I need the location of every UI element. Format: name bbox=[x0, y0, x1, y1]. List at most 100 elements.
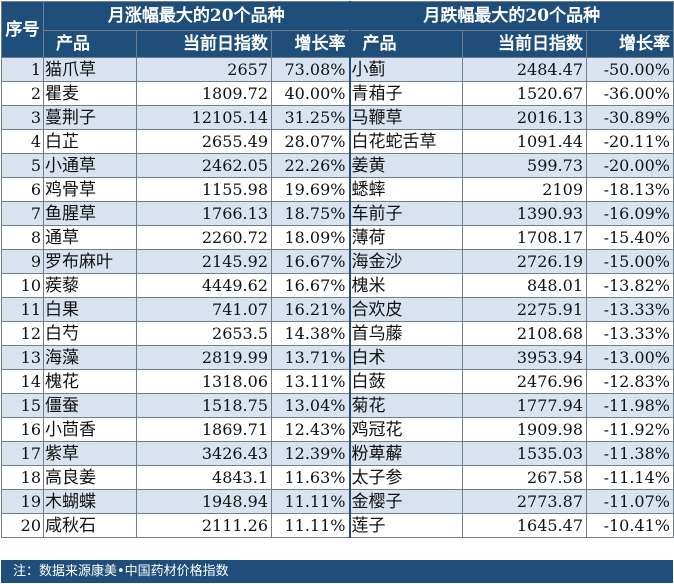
up-product: 鸡骨草 bbox=[43, 177, 137, 202]
table-row: 6 鸡骨草 1155.98 19.69% 蟋蟀 2109 -18.13% bbox=[1, 177, 674, 202]
up-index: 2655.49 bbox=[136, 129, 272, 154]
table-body: 1 猫爪草 2657 73.08% 小蓟 2484.47 -50.00% 2 瞿麦 1809.7… bbox=[1, 57, 674, 538]
down-rate: -13.00% bbox=[586, 345, 674, 370]
row-seq: 17 bbox=[1, 441, 44, 466]
row-seq: 11 bbox=[1, 297, 44, 322]
down-index: 1520.67 bbox=[462, 81, 587, 106]
down-index: 1535.03 bbox=[462, 441, 587, 466]
row-seq: 18 bbox=[1, 465, 44, 490]
up-product: 小通草 bbox=[43, 153, 137, 178]
up-index: 741.07 bbox=[136, 297, 272, 322]
up-rate: 12.43% bbox=[271, 417, 350, 442]
down-index: 2726.19 bbox=[462, 249, 587, 274]
table-row: 2 瞿麦 1809.72 40.00% 青葙子 1520.67 -36.00% bbox=[1, 81, 674, 106]
row-seq: 9 bbox=[1, 249, 44, 274]
up-product: 猫爪草 bbox=[43, 57, 137, 82]
down-product: 白花蛇舌草 bbox=[348, 129, 463, 154]
down-rate: -36.00% bbox=[586, 81, 674, 106]
down-index: 1777.94 bbox=[462, 393, 587, 418]
down-index: 599.73 bbox=[462, 153, 587, 178]
row-seq: 10 bbox=[1, 273, 44, 298]
left-title: 月涨幅最大的20个品种 bbox=[43, 1, 350, 31]
down-rate: -10.41% bbox=[586, 513, 674, 538]
up-product: 槐花 bbox=[43, 369, 137, 394]
up-product: 白果 bbox=[43, 297, 137, 322]
up-index: 1948.94 bbox=[136, 489, 272, 514]
up-rate: 18.09% bbox=[271, 225, 350, 250]
col-header-index-down: 当前日指数 bbox=[462, 30, 587, 58]
up-product: 咸秋石 bbox=[43, 513, 137, 538]
up-index: 2260.72 bbox=[136, 225, 272, 250]
herb-price-table: 序号 月涨幅最大的20个品种 月跌幅最大的20个品种 产品 当前日指数 增长率 … bbox=[1, 1, 674, 538]
up-index: 1518.75 bbox=[136, 393, 272, 418]
down-index: 2275.91 bbox=[462, 297, 587, 322]
up-product: 小茴香 bbox=[43, 417, 137, 442]
down-rate: -11.14% bbox=[586, 465, 674, 490]
down-product: 马鞭草 bbox=[348, 105, 463, 130]
down-product: 海金沙 bbox=[348, 249, 463, 274]
down-rate: -12.83% bbox=[586, 369, 674, 394]
down-product: 菊花 bbox=[348, 393, 463, 418]
up-index: 2462.05 bbox=[136, 153, 272, 178]
up-rate: 28.07% bbox=[271, 129, 350, 154]
down-rate: -30.89% bbox=[586, 105, 674, 130]
up-product: 紫草 bbox=[43, 441, 137, 466]
row-seq: 13 bbox=[1, 345, 44, 370]
row-seq: 20 bbox=[1, 513, 44, 538]
row-seq: 6 bbox=[1, 177, 44, 202]
row-seq: 15 bbox=[1, 393, 44, 418]
seq-header: 序号 bbox=[1, 1, 44, 58]
table-row: 20 咸秋石 2111.26 11.11% 莲子 1645.47 -10.41% bbox=[1, 513, 674, 538]
up-rate: 16.67% bbox=[271, 249, 350, 274]
up-index: 12105.14 bbox=[136, 105, 272, 130]
up-rate: 13.04% bbox=[271, 393, 350, 418]
up-rate: 11.11% bbox=[271, 513, 350, 538]
up-product: 蒺藜 bbox=[43, 273, 137, 298]
down-rate: -11.98% bbox=[586, 393, 674, 418]
up-index: 4449.62 bbox=[136, 273, 272, 298]
down-index: 1909.98 bbox=[462, 417, 587, 442]
up-rate: 73.08% bbox=[271, 57, 350, 82]
row-seq: 7 bbox=[1, 201, 44, 226]
col-header-growth-down: 增长率 bbox=[586, 30, 674, 58]
up-index: 1869.71 bbox=[136, 417, 272, 442]
table-row: 7 鱼腥草 1766.13 18.75% 车前子 1390.93 -16.09% bbox=[1, 201, 674, 226]
down-rate: -16.09% bbox=[586, 201, 674, 226]
down-rate: -15.40% bbox=[586, 225, 674, 250]
down-product: 蟋蟀 bbox=[348, 177, 463, 202]
row-seq: 4 bbox=[1, 129, 44, 154]
table-row: 15 僵蚕 1518.75 13.04% 菊花 1777.94 -11.98% bbox=[1, 393, 674, 418]
down-product: 鸡冠花 bbox=[348, 417, 463, 442]
row-seq: 8 bbox=[1, 225, 44, 250]
down-product: 首乌藤 bbox=[348, 321, 463, 346]
up-rate: 13.11% bbox=[271, 369, 350, 394]
down-rate: -20.00% bbox=[586, 153, 674, 178]
table-row: 16 小茴香 1869.71 12.43% 鸡冠花 1909.98 -11.92% bbox=[1, 417, 674, 442]
source-note: 注：数据来源康美•中国药材价格指数 bbox=[1, 560, 673, 583]
down-index: 1645.47 bbox=[462, 513, 587, 538]
table-row: 8 通草 2260.72 18.09% 薄荷 1708.17 -15.40% bbox=[1, 225, 674, 250]
down-index: 3953.94 bbox=[462, 345, 587, 370]
up-rate: 13.71% bbox=[271, 345, 350, 370]
table-row: 9 罗布麻叶 2145.92 16.67% 海金沙 2726.19 -15.00% bbox=[1, 249, 674, 274]
down-index: 2108.68 bbox=[462, 321, 587, 346]
down-rate: -15.00% bbox=[586, 249, 674, 274]
down-rate: -11.07% bbox=[586, 489, 674, 514]
up-rate: 40.00% bbox=[271, 81, 350, 106]
up-rate: 18.75% bbox=[271, 201, 350, 226]
down-rate: -18.13% bbox=[586, 177, 674, 202]
down-rate: -13.33% bbox=[586, 321, 674, 346]
table-row: 3 蔓荆子 12105.14 31.25% 马鞭草 2016.13 -30.89% bbox=[1, 105, 674, 130]
up-product: 海藻 bbox=[43, 345, 137, 370]
up-rate: 16.67% bbox=[271, 273, 350, 298]
up-product: 鱼腥草 bbox=[43, 201, 137, 226]
header-row-titles: 序号 月涨幅最大的20个品种 月跌幅最大的20个品种 bbox=[1, 1, 674, 58]
down-product: 小蓟 bbox=[348, 57, 463, 82]
row-seq: 16 bbox=[1, 417, 44, 442]
up-rate: 31.25% bbox=[271, 105, 350, 130]
up-product: 罗布麻叶 bbox=[43, 249, 137, 274]
up-index: 2145.92 bbox=[136, 249, 272, 274]
down-index: 2773.87 bbox=[462, 489, 587, 514]
col-header-growth-up: 增长率 bbox=[271, 30, 350, 58]
up-product: 木蝴蝶 bbox=[43, 489, 137, 514]
